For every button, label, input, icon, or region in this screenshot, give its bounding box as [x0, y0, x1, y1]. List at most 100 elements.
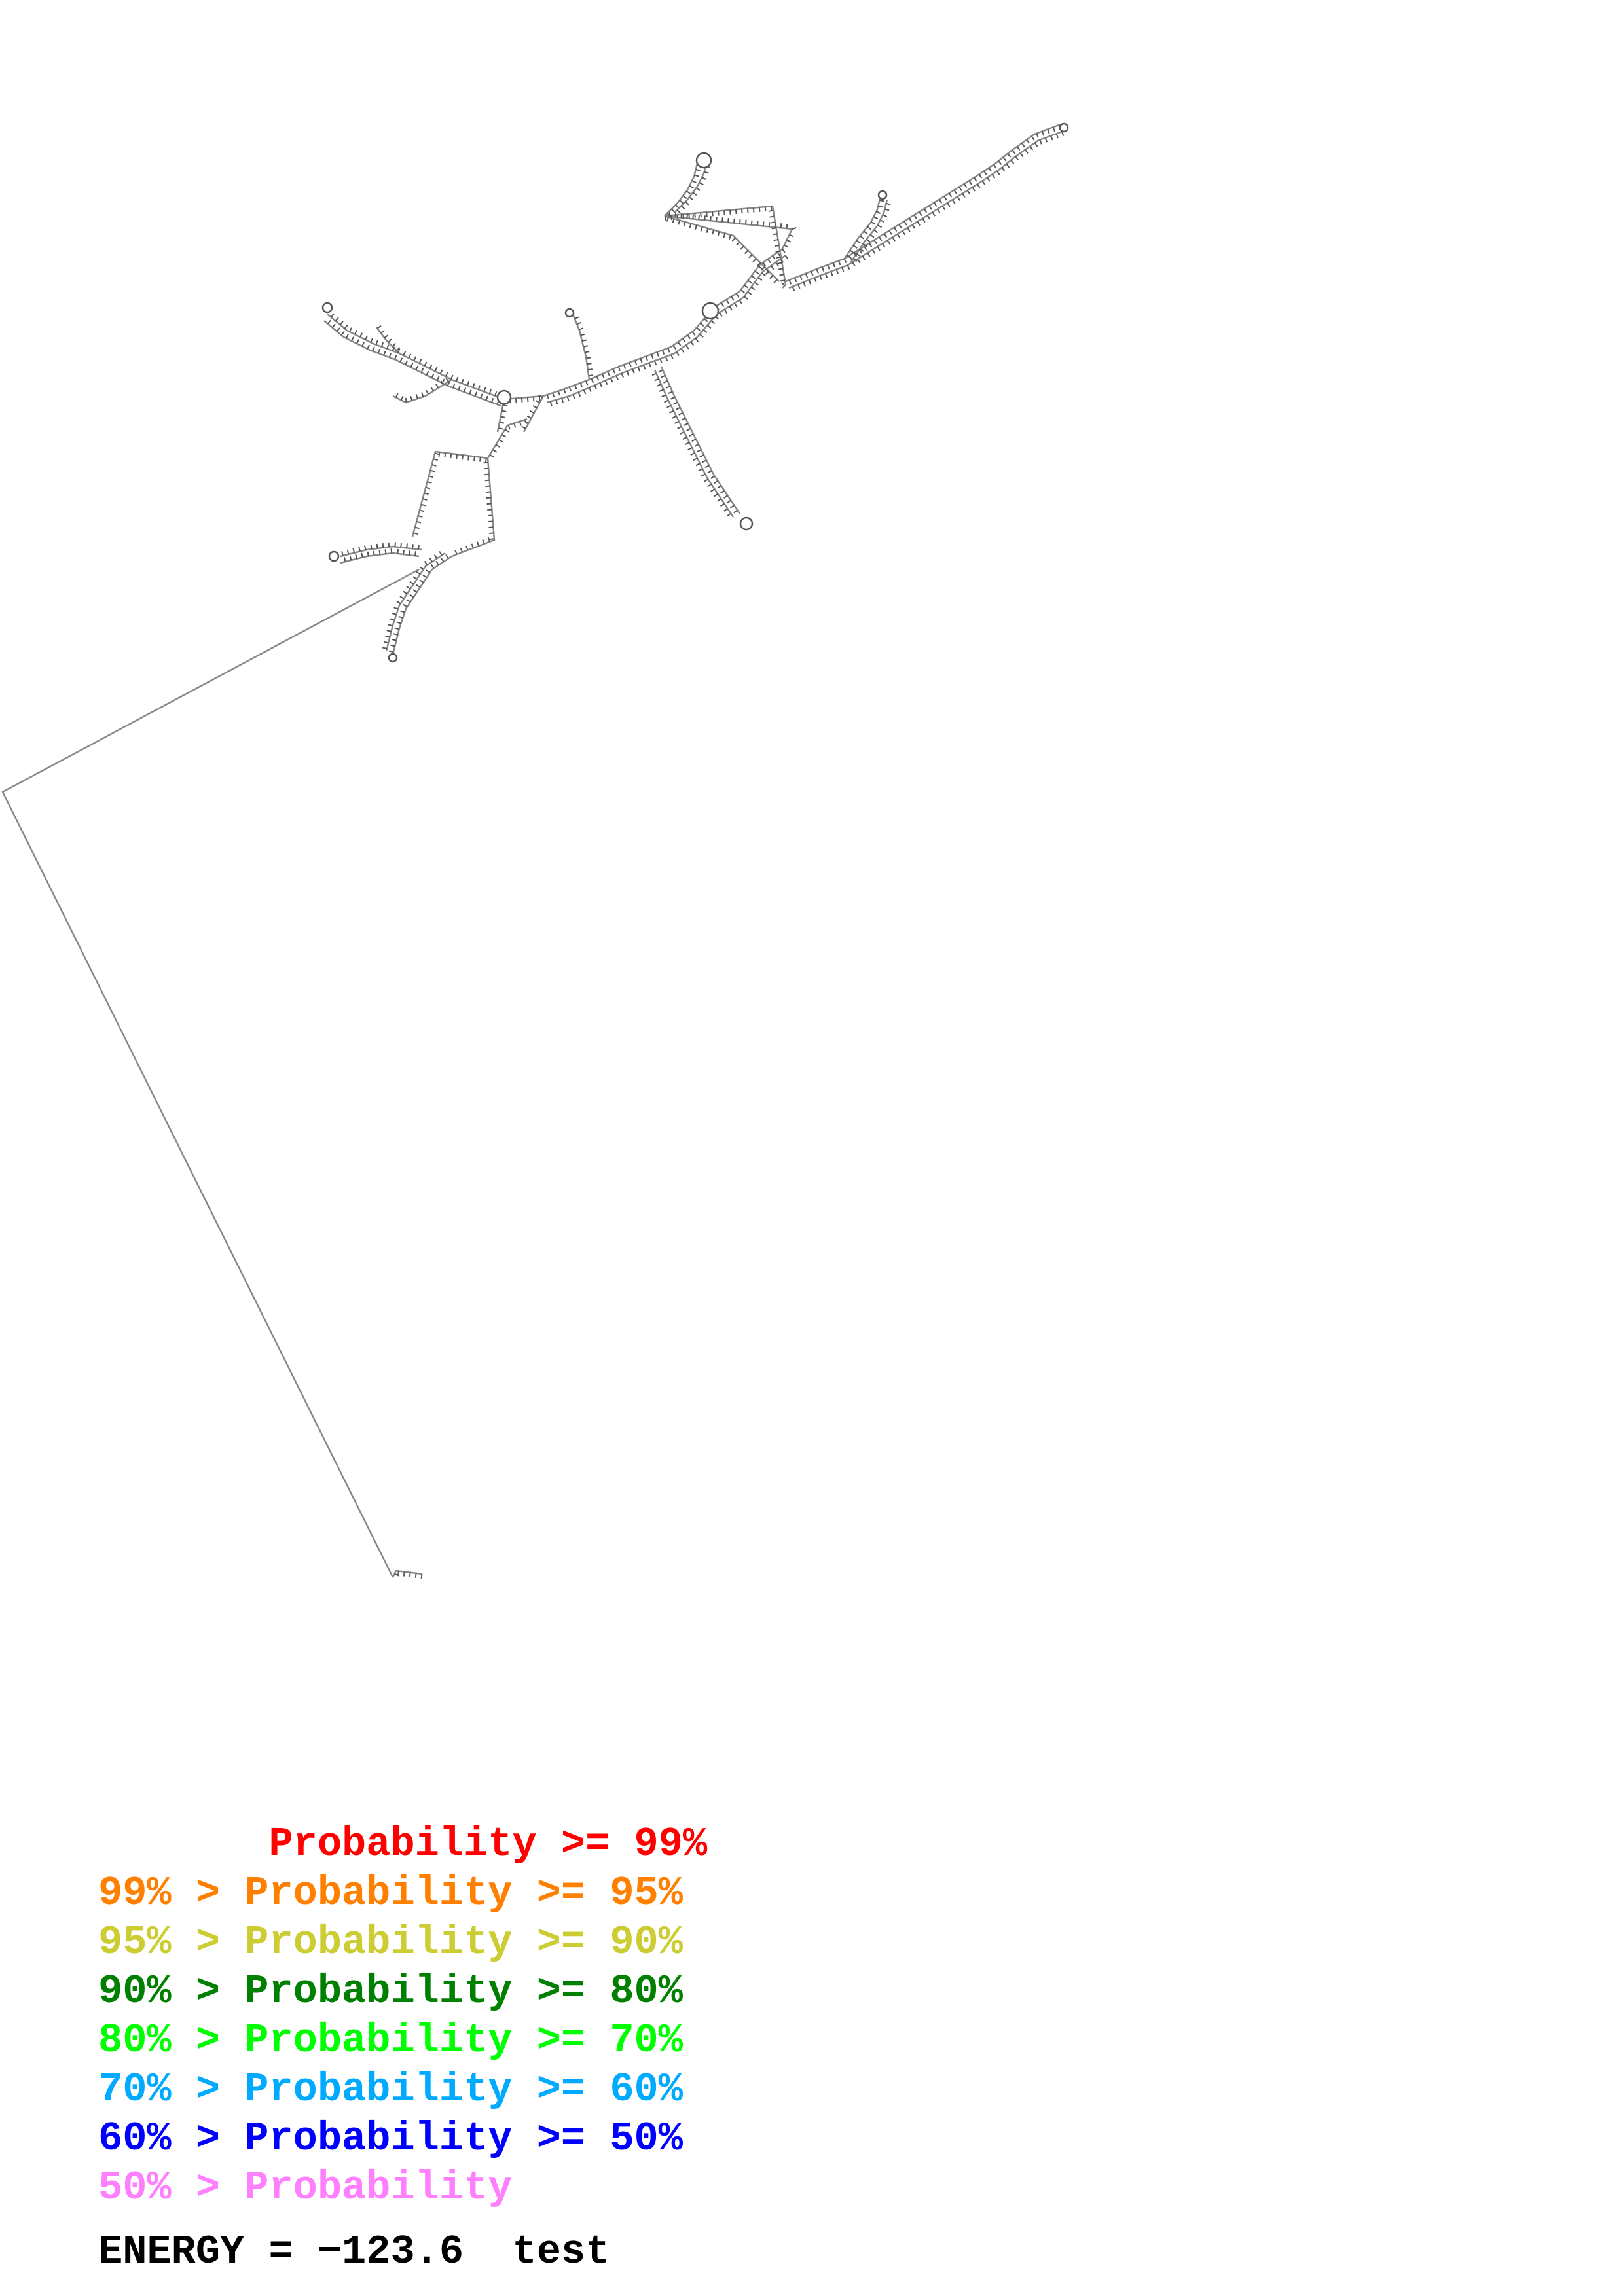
nucleotide-tick	[419, 509, 424, 512]
nucleotide-tick	[485, 395, 488, 401]
nucleotide-tick	[784, 255, 789, 260]
nucleotide-tick	[866, 238, 871, 243]
nucleotide-tick	[376, 325, 382, 329]
nucleotide-tick	[695, 338, 699, 343]
nucleotide-tick	[483, 387, 486, 392]
nucleotide-tick	[674, 212, 677, 217]
nucleotide-tick	[491, 397, 494, 403]
nucleotide-tick	[696, 187, 701, 191]
nucleotide-tick	[689, 223, 692, 228]
nucleotide-tick	[637, 367, 640, 372]
nucleotide-tick	[983, 170, 987, 175]
nucleotide-tick	[838, 260, 841, 266]
nucleotide-tick	[883, 233, 888, 238]
nucleotide-tick	[768, 222, 771, 227]
nucleotide-tick	[811, 271, 814, 276]
nucleotide-tick	[758, 266, 763, 270]
nucleotide-tick	[908, 217, 913, 223]
nucleotide-tick	[856, 259, 861, 264]
nucleotide-tick	[469, 389, 472, 395]
nucleotide-tick	[871, 249, 876, 254]
nucleotide-tick	[756, 262, 761, 267]
nucleotide-tick	[640, 358, 643, 363]
nucleotide-tick	[721, 217, 723, 223]
nucleotide-tick	[392, 638, 397, 641]
nucleotide-tick	[679, 200, 684, 204]
nucleotide-tick	[761, 272, 766, 276]
nucleotide-tick	[1010, 160, 1015, 164]
nucleotide-tick	[390, 644, 395, 647]
nucleotide-tick	[751, 275, 756, 279]
nucleotide-tick	[390, 548, 393, 554]
nucleotide-tick	[408, 353, 412, 359]
nucleotide-tick	[406, 586, 411, 590]
nucleotide-tick	[843, 258, 847, 263]
nucleotide-tick	[581, 339, 587, 342]
nucleotide-tick	[344, 324, 348, 329]
nucleotide-tick	[336, 327, 340, 332]
nucleotide-tick	[487, 537, 491, 542]
nucleotide-tick	[750, 286, 756, 291]
nucleotide-tick	[779, 274, 784, 276]
nucleotide-tick	[808, 279, 812, 285]
nucleotide-tick	[856, 240, 861, 244]
nucleotide-tick	[926, 215, 931, 220]
nucleotide-tick	[365, 335, 369, 340]
nucleotide-tick	[998, 160, 1002, 166]
nucleotide-tick	[677, 341, 682, 346]
nucleotide-tick	[736, 242, 740, 246]
nucleotide-tick	[717, 231, 720, 236]
nucleotide-tick	[463, 387, 467, 393]
nucleotide-tick	[676, 215, 678, 220]
nucleotide-tick	[676, 351, 680, 357]
nucleotide-tick	[699, 454, 704, 458]
nucleotide-tick	[574, 384, 577, 390]
nucleotide-tick	[382, 647, 388, 650]
nucleotide-tick	[852, 262, 856, 266]
nucleotide-tick	[1012, 149, 1016, 154]
nucleotide-tick	[723, 508, 728, 512]
nucleotide-tick	[943, 196, 947, 201]
nucleotide-tick	[361, 552, 363, 558]
nucleotide-tick	[538, 395, 543, 399]
nucleotide-tick	[474, 391, 478, 397]
nucleotide-tick	[1006, 163, 1010, 168]
nucleotide-tick	[776, 256, 782, 259]
nucleotide-tick	[658, 369, 663, 373]
nucleotide-tick	[355, 554, 358, 559]
nucleotide-tick	[589, 387, 592, 392]
nucleotide-tick	[430, 564, 435, 569]
nucleotide-tick	[781, 248, 786, 253]
nucleotide-tick	[535, 400, 540, 404]
nucleotide-tick	[356, 339, 359, 344]
nucleotide-tick	[403, 590, 408, 595]
nucleotide-tick	[610, 378, 613, 383]
nucleotide-tick	[702, 459, 707, 463]
nucleotide-tick	[456, 454, 458, 459]
nucleotide-tick	[656, 351, 659, 357]
nucleotide-tick	[424, 361, 428, 367]
nucleotide-tick	[388, 624, 393, 627]
nucleotide-tick	[689, 185, 694, 189]
nucleotide-tick	[566, 396, 570, 401]
nucleotide-tick	[428, 475, 433, 478]
nucleotide-tick	[911, 224, 916, 229]
nucleotide-tick	[744, 249, 749, 255]
nucleotide-tick	[507, 425, 511, 430]
nucleotide-tick	[704, 171, 709, 174]
nucleotide-tick	[853, 252, 858, 257]
legend-row: Probability >= 99%	[98, 1821, 708, 1867]
nucleotide-tick	[587, 368, 593, 371]
nucleotide-tick	[461, 378, 464, 384]
nucleotide-tick	[399, 596, 405, 600]
nucleotide-tick	[394, 627, 399, 630]
nucleotide-tick	[426, 370, 429, 376]
nucleotide-tick	[730, 505, 735, 509]
nucleotide-tick	[762, 262, 767, 267]
nucleotide-tick	[661, 374, 666, 378]
nucleotide-tick	[907, 227, 911, 232]
nucleotide-tick	[668, 391, 673, 395]
nucleotide-tick	[472, 383, 475, 388]
rna-structure-diagram	[1, 122, 1069, 1579]
nucleotide-tick	[1030, 135, 1035, 141]
